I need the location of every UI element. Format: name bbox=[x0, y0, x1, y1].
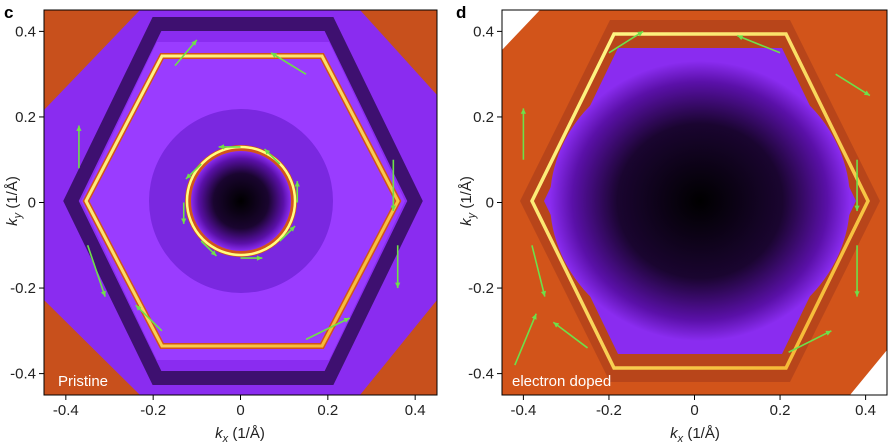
y-tick-label: -0.2 bbox=[468, 280, 494, 297]
heatmap-c bbox=[44, 10, 437, 395]
y-tick-label: 0 bbox=[28, 195, 36, 212]
x-tick-label: 0 bbox=[236, 402, 244, 419]
spin-arrow bbox=[854, 245, 860, 297]
ticks-d: -0.4 -0.2 0 0.2 0.4 0.4 0.2 0 -0.2 -0.4 bbox=[468, 23, 876, 419]
spin-arrow bbox=[552, 321, 589, 349]
x-tick-label: -0.4 bbox=[53, 402, 79, 419]
panel-label-c: c bbox=[4, 3, 13, 22]
spin-arrow bbox=[305, 317, 351, 341]
x-tick-label: 0.4 bbox=[855, 402, 876, 419]
y-tick-label: -0.2 bbox=[10, 280, 36, 297]
spin-arrow bbox=[520, 108, 526, 160]
spin-arrow bbox=[395, 245, 401, 289]
spin-arrow bbox=[788, 330, 832, 353]
x-tick-label: 0.4 bbox=[405, 402, 426, 419]
spin-arrow bbox=[76, 125, 82, 169]
heatmap-d bbox=[502, 10, 887, 395]
y-tick-label: -0.4 bbox=[10, 366, 36, 383]
annotation-pristine: Pristine bbox=[58, 373, 108, 390]
y-tick-label: 0 bbox=[486, 195, 494, 212]
y-axis-label-c: ky (1/Å) bbox=[4, 176, 24, 226]
spin-arrows-d bbox=[514, 30, 871, 366]
y-tick-label: 0.2 bbox=[15, 109, 36, 126]
panel-label-d: d bbox=[456, 3, 466, 22]
spin-arrow bbox=[270, 52, 307, 75]
y-axis-label-d: ky (1/Å) bbox=[458, 176, 478, 226]
panel-c: -0.4 -0.2 0 0.2 0.4 0.4 0.2 0 -0.2 -0.4 c Pristin… bbox=[4, 3, 438, 445]
spin-arrow bbox=[531, 245, 546, 297]
x-tick-label: 0.2 bbox=[317, 402, 338, 419]
spin-arrow bbox=[218, 144, 241, 150]
spin-arrow bbox=[200, 240, 218, 257]
x-tick-label: -0.4 bbox=[510, 402, 536, 419]
spin-arrow bbox=[608, 30, 644, 54]
annotation-electron-doped: electron doped bbox=[512, 373, 611, 390]
spin-arrow bbox=[390, 159, 396, 212]
spin-arrow bbox=[181, 202, 187, 224]
spin-arrow bbox=[185, 163, 202, 180]
panel-d: -0.4 -0.2 0 0.2 0.4 0.4 0.2 0 -0.2 -0.4 d electro… bbox=[456, 3, 888, 445]
y-tick-label: 0.4 bbox=[15, 23, 36, 40]
spin-arrow bbox=[736, 34, 781, 54]
y-tick-label: 0.2 bbox=[473, 109, 494, 126]
spin-arrow bbox=[854, 159, 860, 212]
spin-arrow bbox=[86, 245, 106, 297]
x-tick-label: -0.2 bbox=[596, 402, 622, 419]
spin-arrow bbox=[240, 255, 263, 261]
spin-arrow bbox=[279, 225, 296, 242]
x-tick-label: 0 bbox=[690, 402, 698, 419]
spin-arrow bbox=[135, 304, 163, 332]
y-tick-label: -0.4 bbox=[468, 366, 494, 383]
spin-arrow bbox=[174, 39, 198, 67]
spin-arrows-c bbox=[76, 39, 401, 341]
ticks-c: -0.4 -0.2 0 0.2 0.4 0.4 0.2 0 -0.2 -0.4 bbox=[10, 23, 425, 419]
x-tick-label: 0.2 bbox=[770, 402, 791, 419]
spin-arrow bbox=[835, 73, 871, 97]
x-axis-label-c: kx (1/Å) bbox=[215, 425, 265, 445]
y-tick-label: 0.4 bbox=[473, 23, 494, 40]
x-axis-label-d: kx (1/Å) bbox=[670, 425, 720, 445]
spin-arrow bbox=[263, 148, 281, 165]
spin-arrow bbox=[514, 313, 537, 366]
x-tick-label: -0.2 bbox=[140, 402, 166, 419]
spin-arrow bbox=[294, 181, 300, 203]
